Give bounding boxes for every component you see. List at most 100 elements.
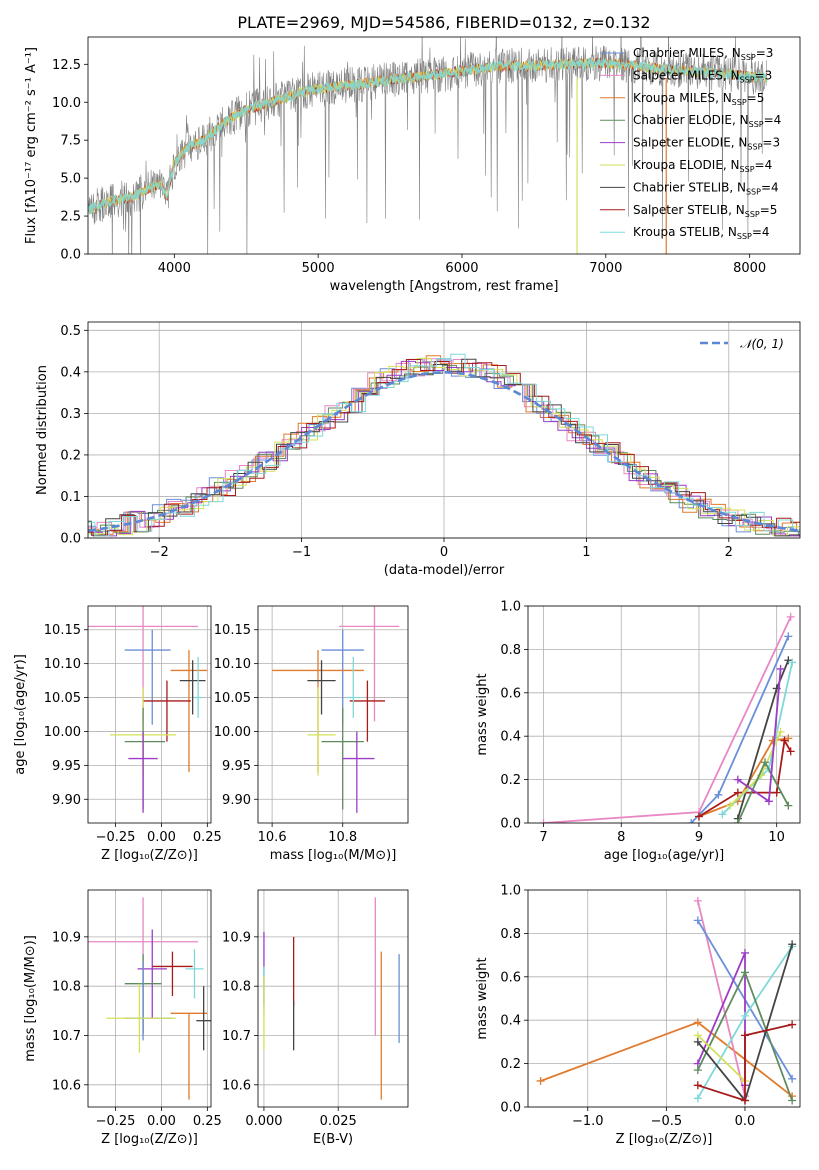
plot-area [88,606,208,813]
tick-label-y: 2.5 [60,210,81,225]
axes: 10.6 10.8 9.90 9.95 10.00 10.05 10.10 10.15 mass… [214,605,409,863]
tick-label-y: 0.2 [500,1057,521,1072]
x-axis-label: mass [log₁₀(M/M⊙)] [270,848,397,863]
tick-label-x: 8 [617,830,625,845]
x-axis-label: wavelength [Angstrom, rest frame] [330,279,559,294]
weight-series [694,736,795,821]
weight-marker [788,940,797,949]
legend-label: Kroupa ELODIE, NSSP=4 [633,158,772,174]
observed-spectrum [88,37,768,254]
axes: −0.25 0.00 0.25 9.90 9.95 10.00 10.05 10.10 10.1… [13,605,222,863]
weight-marker [693,1094,702,1103]
legend-n-symbol: , N [732,113,749,127]
error-bar-point [185,949,204,999]
tick-label-y: 10.9 [222,930,251,945]
axes-frame [87,36,801,255]
tick-label-x: 6000 [445,261,478,276]
axes-frame [527,889,801,1108]
legend-n-subscript: SSP [737,232,752,241]
weight-marker [536,1076,545,1085]
legend-nssp-value: 4 [762,225,770,239]
residual-histogram [88,358,800,537]
weight-marker [740,1096,749,1105]
tick-label-x: −0.5 [651,1114,683,1129]
tick-label-y: 1.0 [500,884,521,899]
weight-series [539,612,795,823]
tick-label-y: 0.4 [60,365,81,380]
axes: −1.0 −0.5 0.0 0.0 0.2 0.4 0.6 0.8 1.0 Z [log₁₀(Z/… [475,884,801,1147]
weight-marker [740,948,749,957]
error-bar-point [342,731,375,813]
residual-histogram [88,365,800,537]
weight-marker [740,1031,749,1040]
tick-label-y: 10.05 [44,691,81,706]
weight-marker [740,968,749,977]
tick-label-x: 0.000 [245,1114,282,1129]
weight-marker [718,810,727,819]
error-bar-point [349,680,386,742]
x-axis-label: E(B-V) [313,1132,353,1147]
weight-series [693,1031,749,1085]
weight-marker [788,1020,797,1029]
tick-label-x: 5000 [302,261,335,276]
legend-n-symbol: , N [723,68,740,82]
weight-line [697,1034,746,1082]
tick-label-y: 0.4 [500,730,521,745]
tick-label-x: 7 [539,830,547,845]
weight-marker [726,801,735,810]
error-bar-point [143,680,191,742]
tick-label-y: 0.4 [500,1014,521,1029]
legend-n-subscript: SSP [740,75,755,84]
legend-series-name: Chabrier ELODIE [633,113,732,127]
legend-nssp-value: 4 [771,180,779,194]
legend-n-symbol: , N [729,180,746,194]
legend-nssp-value: 4 [765,158,773,172]
tick-label-y: 0.6 [500,970,521,985]
tick-label-x: 0.0 [735,1114,756,1129]
y-axis-label: Normed distribution [35,365,50,495]
tick-label-y: 10.05 [214,691,251,706]
tick-label-y: 0.0 [60,248,81,263]
tick-label-x: −2 [150,545,169,560]
weight-marker [740,1011,749,1020]
axes: −0.25 0.00 0.25 10.6 10.7 10.8 10.9 Z [log₁₀(Z/… [23,889,222,1147]
grid [528,889,800,1108]
plot-area [88,897,211,1100]
panel-mass-weight-vs-age: 7 8 9 10 0.0 0.2 0.4 0.6 0.8 1.0 age [log₁₀(age/yr… [475,600,801,863]
error-bar-point [339,606,400,722]
legend-item: Salpeter STELIB, NSSP=5 [600,203,777,219]
axes-frame [87,321,801,539]
legend-n-symbol: , N [724,46,741,60]
legend-equals: = [752,225,762,239]
panel-mass-vs-EBV: 0.000 0.025 10.6 10.7 10.8 10.9 E(B-V) [222,889,409,1147]
legend-equals: = [762,136,772,150]
legend-series-name: Kroupa ELODIE [633,158,723,172]
weight-marker [786,612,795,621]
legend-n-symbol: , N [715,91,732,105]
tick-label-x: 0 [440,545,448,560]
legend-item: Chabrier MILES, NSSP=3 [600,46,773,62]
weight-marker [733,788,742,797]
legend-series-name: Salpeter ELODIE [633,136,731,150]
weight-marker [776,727,785,736]
axes: 4000 5000 6000 7000 8000 0.0 2.5 5.0 7.5 10.0 12.5… [24,13,801,294]
tick-label-y: 0.1 [60,490,81,505]
plot-area [272,606,400,813]
error-bar-point [152,951,193,997]
weight-marker [693,1037,702,1046]
weight-line [698,737,789,818]
legend-item: Kroupa MILES, NSSP=5 [600,91,764,107]
tick-label-y: 10.8 [222,980,251,995]
tick-label-y: 10.00 [44,725,81,740]
tick-label-y: 5.0 [60,172,81,187]
residual-histogram [88,359,800,537]
plot-area [539,612,797,823]
error-bar-point [170,1012,208,1100]
error-bar-point [194,656,202,718]
tick-label-y: 9.90 [52,793,81,808]
weight-series [733,664,785,806]
legend-n-symbol: , N [728,203,745,217]
tick-label-y: 0.2 [500,773,521,788]
plot-area [263,897,400,1100]
legend-n-subscript: SSP [732,98,747,107]
